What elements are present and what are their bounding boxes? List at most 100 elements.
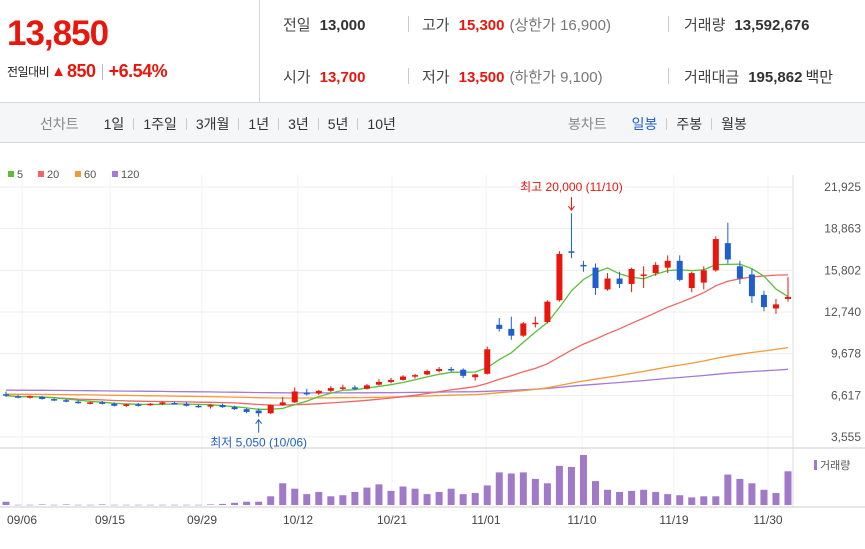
candle-body [351,387,358,389]
volume-bar [74,504,82,506]
period-tab-group: 선차트 1일 1주일 3개월 1년 3년 5년 10년 [40,114,405,134]
current-price: 13,850 [7,14,109,53]
change-label: 전일대비 [7,65,50,79]
lower-limit: (하한가 9,100) [509,69,603,86]
volume-bar [134,504,142,506]
candle-body [147,403,154,406]
tab-weekly[interactable]: 주봉 [676,116,703,132]
volume-bar [592,481,600,505]
candle-body [87,402,94,404]
volume-bar [2,501,10,505]
volume-bar [604,489,612,505]
candle-body [532,322,539,325]
y-tick-label: 9,678 [831,347,861,361]
volume-bar [62,504,70,505]
volume-bar [14,504,22,506]
prev-close-stat: 전일 13,000 [283,14,366,35]
volume-bar [255,501,263,505]
volume-bar [267,496,275,505]
candle-body [27,396,34,398]
volume-bar [110,504,118,506]
volume-bar [26,504,34,506]
high-stat: 고가 15,300 (상한가 16,900) [422,14,611,35]
low-stat: 저가 13,500 (하한가 9,100) [422,66,603,87]
volume-bar [146,504,154,506]
open-stat: 시가 13,700 [283,66,366,87]
candle-body [15,396,22,398]
tab-1week[interactable]: 1주일 [143,116,177,132]
candle-body [255,410,262,414]
volume-bar [459,494,467,505]
candle-body [556,254,563,301]
open-label: 시가 [283,69,311,86]
y-tick-label: 12,740 [824,305,861,319]
tab-5year[interactable]: 5년 [327,116,349,132]
legend-label: 20 [47,169,59,181]
volume-bar [531,478,539,505]
candle-body [315,390,322,394]
candle-body [183,403,190,406]
stock-summary: 13,850 전일대비 ▲ 850 +6.54% 전일 13,000 고가 15… [0,0,865,103]
tab-daily[interactable]: 일봉 [631,116,658,132]
volume-bar [616,491,624,505]
open-value: 13,700 [319,69,366,86]
divider [357,118,359,130]
x-tick-label: 11/01 [471,513,500,527]
volume-bar [724,474,732,505]
x-tick-label: 10/21 [377,513,407,527]
candle-body [400,376,407,380]
volume-bar [567,466,575,505]
volume-bar [231,502,239,505]
volume-bar [86,504,94,506]
candle-body [339,387,346,389]
x-tick-label: 10/12 [283,513,313,527]
price-box: 13,850 전일대비 ▲ 850 +6.54% [0,0,260,103]
candle-body [99,402,106,404]
candle-body [39,396,46,399]
candle-body [520,323,527,336]
volume-bar [688,497,696,505]
candle-body [448,369,455,371]
tab-1year[interactable]: 1년 [248,116,270,132]
candle-body [676,260,683,280]
divider [711,118,713,130]
candle-tab-group: 봉차트 일봉 주봉 월봉 [568,114,756,134]
divider [668,16,669,32]
volume-bar [748,483,756,505]
tab-10year[interactable]: 10년 [367,116,396,132]
candle-body [111,403,118,406]
candle-body [171,403,178,405]
divider [101,63,103,80]
high-label: 고가 [422,17,450,34]
candle-body [628,268,635,284]
tab-monthly[interactable]: 월봉 [721,116,747,132]
candle-body [424,371,431,375]
amount-value: 195,862 [748,69,803,86]
x-tick-label: 11/30 [753,513,782,527]
volume-bar [327,496,335,505]
candle-body [472,374,479,378]
candle-body [135,404,142,406]
legend-label: 120 [121,169,139,181]
candle-body [508,328,515,336]
candle-body [544,301,551,323]
line-chart-title: 선차트 [40,116,79,132]
tab-1day[interactable]: 1일 [103,116,125,132]
divider [185,118,187,130]
divider [238,118,240,130]
divider [317,118,319,130]
candle-body [51,399,58,401]
high-annotation: 최고 20,000 (11/10) [520,180,623,194]
tab-3year[interactable]: 3년 [288,116,309,132]
volume-bar [579,455,587,505]
candle-body [592,267,599,289]
volume-bar [50,504,58,506]
volume-bar [435,491,443,505]
tab-3month[interactable]: 3개월 [195,116,230,132]
candle-body [568,251,575,253]
change-row: 전일대비 ▲ 850 +6.54% [7,61,168,82]
amount-unit: 백만 [805,69,834,86]
divider [668,68,669,84]
high-value: 15,300 [458,17,505,34]
y-tick-label: 3,555 [831,430,861,444]
